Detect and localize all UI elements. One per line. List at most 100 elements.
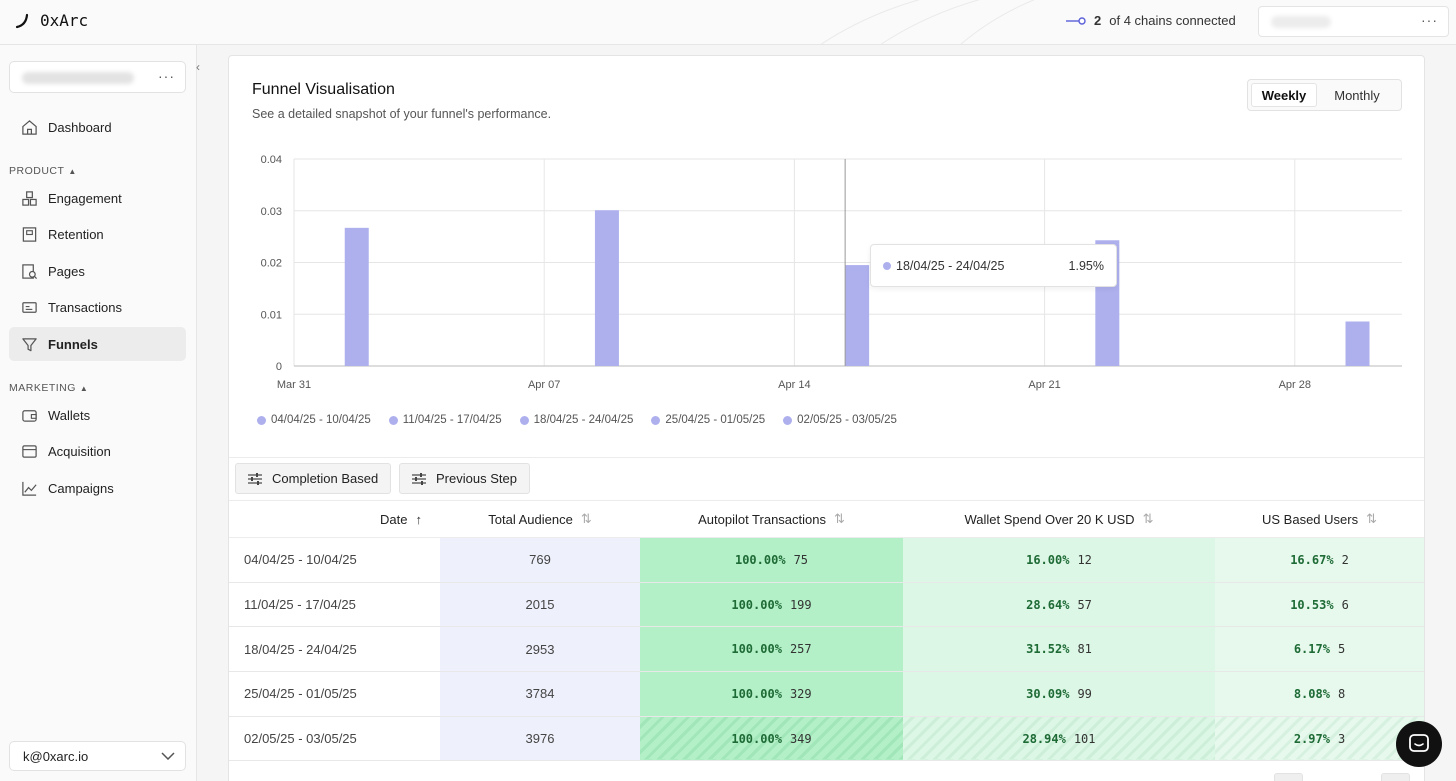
redacted-chain-name — [1271, 16, 1331, 28]
sort-icon[interactable]: ⇅ — [1142, 511, 1154, 526]
tooltip-value: 1.95% — [1068, 258, 1104, 273]
redacted-org-name — [22, 72, 134, 84]
divider — [229, 457, 1424, 458]
tooltip-dot — [883, 261, 891, 270]
previous-step-button[interactable]: Previous Step — [399, 463, 530, 494]
sidebar-item-pages[interactable]: Pages — [9, 254, 186, 288]
chain-selector[interactable]: ··· — [1258, 6, 1449, 37]
table-row[interactable]: 02/05/25 - 03/05/25 3976 100.00% 349 28.9… — [229, 716, 1424, 762]
org-selector[interactable]: ··· — [9, 61, 186, 93]
collapse-sidebar-icon[interactable]: ‹ — [196, 60, 200, 74]
wallet-icon — [22, 409, 37, 422]
sidebar: ··· Dashboard PRODUCT ▲ Engagement Reten… — [0, 45, 197, 781]
sidebar-item-label: Funnels — [48, 336, 98, 352]
cell-pct: 100.00% — [731, 731, 782, 746]
cell-pct: 16.67% — [1290, 552, 1334, 567]
legend-item[interactable]: 25/04/25 - 01/05/25 — [651, 414, 765, 426]
table-row[interactable]: 18/04/25 - 24/04/25 2953 100.00% 257 31.5… — [229, 626, 1424, 673]
monthly-button[interactable]: Monthly — [1334, 87, 1380, 103]
sidebar-item-dashboard[interactable]: Dashboard — [9, 110, 186, 144]
sort-asc-icon[interactable]: ↑ — [415, 511, 423, 527]
table-row[interactable]: 11/04/25 - 17/04/25 2015 100.00% 199 28.6… — [229, 582, 1424, 628]
sidebar-item-retention[interactable]: Retention — [9, 217, 186, 251]
pagination-prev-button[interactable] — [1274, 773, 1303, 781]
pages-icon — [22, 263, 38, 279]
cell-audience: 3976 — [440, 716, 640, 762]
col-date[interactable]: Date ↑ — [229, 500, 440, 538]
app-logo[interactable]: 0xArc — [14, 11, 88, 30]
sidebar-item-funnels[interactable]: Funnels — [9, 327, 186, 361]
cell-us-users: 6.17% 5 — [1215, 626, 1424, 673]
cell-count: 6 — [1341, 597, 1349, 612]
cell-pct: 6.17% — [1293, 642, 1330, 657]
y-tick-label: 0.04 — [261, 154, 282, 166]
cell-count: 2 — [1341, 552, 1349, 567]
col-total-audience[interactable]: Total Audience ⇅ — [440, 500, 640, 538]
cell-pct: 2.97% — [1293, 731, 1330, 746]
more-icon[interactable]: ··· — [1421, 12, 1438, 28]
cell-wallet-spend: 30.09% 99 — [903, 671, 1215, 717]
transactions-icon — [22, 301, 37, 313]
sidebar-item-label: Transactions — [48, 299, 122, 315]
chart-tooltip: 18/04/25 - 24/04/25 1.95% — [870, 244, 1117, 287]
x-tick-label: Mar 31 — [277, 379, 311, 391]
legend-dot — [783, 415, 793, 425]
legend-label: 04/04/25 - 10/04/25 — [271, 414, 371, 426]
x-tick-label: Apr 07 — [528, 379, 560, 391]
sidebar-item-campaigns[interactable]: Campaigns — [9, 471, 186, 505]
sidebar-item-wallets[interactable]: Wallets — [9, 398, 186, 432]
y-tick-label: 0 — [276, 361, 282, 373]
cell-pct: 31.52% — [1026, 642, 1070, 657]
user-menu[interactable]: k@0xarc.io — [9, 741, 186, 771]
chains-count: 2 — [1094, 13, 1102, 28]
sidebar-item-transactions[interactable]: Transactions — [9, 290, 186, 324]
cell-autopilot: 100.00% 329 — [640, 671, 903, 717]
cell-audience: 769 — [440, 537, 640, 583]
legend-item[interactable]: 04/04/25 - 10/04/25 — [257, 414, 371, 426]
sort-icon[interactable]: ⇅ — [834, 511, 845, 526]
org-more-icon[interactable]: ··· — [158, 68, 175, 84]
cell-date: 04/04/25 - 10/04/25 — [229, 537, 440, 583]
legend-item[interactable]: 18/04/25 - 24/04/25 — [519, 414, 633, 426]
sidebar-item-label: Engagement — [48, 190, 122, 206]
cell-count: 8 — [1337, 686, 1346, 701]
sort-icon[interactable]: ⇅ — [1366, 511, 1377, 526]
cell-audience: 2953 — [440, 626, 640, 673]
col-date-label: Date — [380, 511, 408, 527]
app-name: 0xArc — [40, 11, 89, 30]
x-tick-label: Apr 21 — [1028, 379, 1060, 391]
col-us-users[interactable]: US Based Users ⇅ — [1215, 500, 1424, 538]
completion-based-button[interactable]: Completion Based — [235, 463, 392, 494]
sort-icon[interactable]: ⇅ — [580, 511, 592, 526]
x-tick-label: Apr 14 — [778, 379, 810, 391]
legend-item[interactable]: 02/05/25 - 03/05/25 — [783, 414, 897, 426]
cell-count: 3 — [1337, 731, 1346, 746]
col-wallet-spend[interactable]: Wallet Spend Over 20 K USD ⇅ — [903, 500, 1215, 538]
page-title: Funnel Visualisation — [252, 81, 395, 98]
sidebar-item-acquisition[interactable]: Acquisition — [9, 434, 186, 468]
cell-pct: 28.94% — [1022, 731, 1066, 746]
pagination-next-button[interactable] — [1381, 773, 1410, 781]
sidebar-item-label: Retention — [48, 226, 104, 242]
cell-pct: 16.00% — [1026, 552, 1070, 567]
legend-item[interactable]: 11/04/25 - 17/04/25 — [388, 414, 502, 426]
period-toggle: Weekly Monthly — [1247, 79, 1402, 111]
y-tick-label: 0.01 — [261, 309, 282, 321]
sidebar-item-engagement[interactable]: Engagement — [9, 181, 186, 215]
section-marketing[interactable]: MARKETING ▲ — [9, 382, 88, 394]
col-autopilot-transactions[interactable]: Autopilot Transactions ⇅ — [640, 500, 903, 538]
weekly-button[interactable]: Weekly — [1251, 83, 1317, 107]
chains-text: of 4 chains connected — [1109, 13, 1236, 28]
chat-launcher-button[interactable] — [1396, 721, 1442, 767]
section-product[interactable]: PRODUCT ▲ — [9, 165, 77, 177]
table-row[interactable]: 04/04/25 - 10/04/25 769 100.00% 75 16.00%… — [229, 537, 1424, 583]
table-row[interactable]: 25/04/25 - 01/05/25 3784 100.00% 329 30.0… — [229, 671, 1424, 717]
legend-label: 02/05/25 - 03/05/25 — [797, 414, 897, 426]
table-header-row: Date ↑ Total Audience ⇅ Autopilot Transact… — [229, 500, 1424, 538]
cell-us-users: 2.97% 3 — [1215, 716, 1424, 762]
retention-icon — [22, 226, 37, 242]
caret-up-icon: ▲ — [68, 166, 77, 176]
chains-status[interactable]: 2 of 4 chains connected — [1066, 13, 1236, 28]
col-wallet-spend-label: Wallet Spend Over 20 K USD — [964, 511, 1135, 527]
sidebar-item-label: Acquisition — [48, 443, 111, 459]
